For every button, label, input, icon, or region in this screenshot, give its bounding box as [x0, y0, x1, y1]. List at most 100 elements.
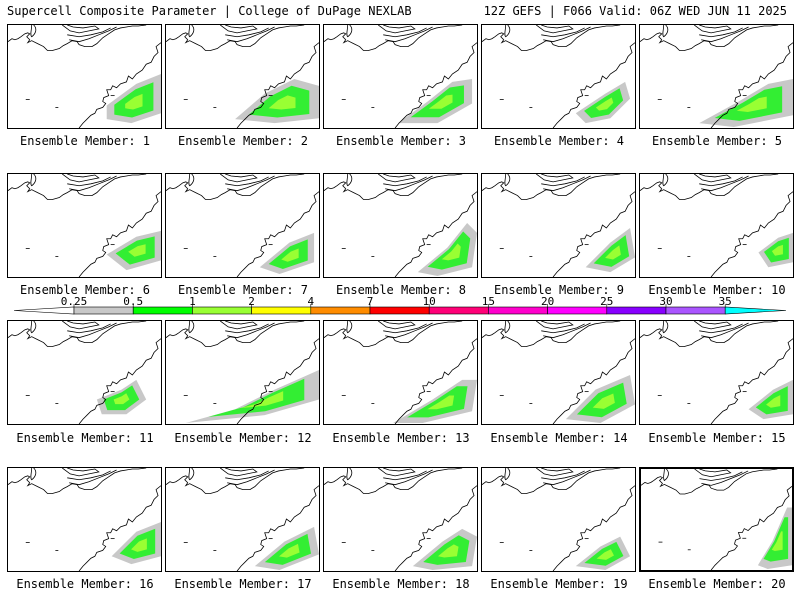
member-map-canvas — [482, 25, 635, 128]
member-label: Ensemble Member: 11 — [16, 431, 154, 445]
lake-outline — [699, 176, 743, 187]
ensemble-member-map[interactable] — [481, 173, 636, 278]
ensemble-member-map[interactable] — [639, 24, 794, 129]
lake-outline — [701, 26, 749, 43]
ensemble-member-map[interactable] — [481, 320, 636, 425]
member-map-canvas — [482, 468, 635, 571]
ensemble-member-map[interactable] — [323, 320, 478, 425]
colorbar-tick-label: 7 — [366, 295, 374, 308]
member-label: Ensemble Member: 13 — [332, 431, 470, 445]
scp-contour-fill — [125, 93, 143, 110]
lake-outline — [227, 469, 275, 486]
ensemble-member-map[interactable] — [7, 24, 162, 129]
lake-outline — [220, 25, 258, 34]
colorbar-tick-label: 15 — [481, 295, 496, 308]
lake-outline — [62, 174, 100, 183]
east-coast-outline — [78, 338, 161, 424]
lake-outline — [699, 471, 743, 481]
lake-outline — [701, 175, 749, 192]
member-map-canvas — [640, 321, 793, 424]
scp-contour-fill — [596, 549, 614, 560]
ensemble-member-map[interactable] — [7, 173, 162, 278]
lake-outline — [701, 322, 749, 339]
lake-outline — [220, 321, 258, 330]
member-label: Ensemble Member: 3 — [335, 134, 467, 148]
member-label: Ensemble Member: 14 — [490, 431, 628, 445]
shoreline-outline — [324, 25, 463, 51]
member-label: Ensemble Member: 2 — [177, 134, 309, 148]
ensemble-member-map[interactable] — [323, 24, 478, 129]
lake-outline — [188, 174, 195, 187]
member-label: Ensemble Member: 1 — [19, 134, 151, 148]
lake-outline — [220, 468, 258, 477]
scp-contour-fill — [410, 85, 464, 118]
shoreline-outline — [482, 468, 621, 494]
map-title: Supercell Composite Parameter | College … — [7, 4, 412, 18]
scp-contour-fill — [281, 248, 299, 262]
ensemble-member-map[interactable] — [7, 320, 162, 425]
ensemble-member-map[interactable] — [639, 467, 794, 572]
lake-outline — [383, 470, 427, 481]
ensemble-member-map[interactable] — [323, 467, 478, 572]
lake-outline — [227, 26, 275, 43]
ensemble-member-map[interactable] — [481, 24, 636, 129]
lake-outline — [543, 469, 591, 486]
ensemble-member-map[interactable] — [7, 467, 162, 572]
lake-outline — [62, 25, 100, 34]
lake-outline — [346, 321, 353, 334]
lake-outline — [67, 176, 111, 187]
run-valid-time: 12Z GEFS | F066 Valid: 06Z WED JUN 11 20… — [483, 4, 787, 18]
lake-outline — [536, 174, 574, 183]
ensemble-member-map[interactable] — [323, 173, 478, 278]
lake-outline — [536, 321, 574, 330]
east-coast-outline — [394, 485, 477, 571]
ensemble-member-map[interactable] — [639, 320, 794, 425]
lake-outline — [504, 468, 511, 481]
scp-contour-fill — [427, 395, 455, 410]
lake-outline — [699, 27, 743, 38]
member-label: Ensemble Member: 12 — [174, 431, 312, 445]
ensemble-member-map[interactable] — [165, 24, 320, 129]
shoreline-outline — [482, 25, 621, 51]
member-map-canvas — [324, 468, 477, 571]
colorbar-tick-label: 2 — [248, 295, 255, 308]
ensemble-member-map[interactable] — [165, 173, 320, 278]
colorbar-tick-label: 4 — [307, 295, 315, 308]
east-coast-outline — [710, 191, 793, 277]
ensemble-member-map[interactable] — [165, 467, 320, 572]
colorbar — [0, 296, 800, 322]
colorbar-tick-label: 0.5 — [123, 295, 144, 308]
scp-contour-fill — [208, 378, 305, 417]
lake-outline — [69, 175, 117, 192]
member-map-canvas — [324, 174, 477, 277]
east-coast-outline — [710, 486, 792, 570]
lake-outline — [346, 25, 353, 38]
east-coast-outline — [552, 42, 635, 128]
lake-outline — [383, 323, 427, 334]
scp-contour-fill — [771, 244, 783, 256]
scp-contour-fill — [438, 544, 459, 558]
east-coast-outline — [552, 338, 635, 424]
shoreline-outline — [640, 321, 779, 347]
lake-outline — [385, 469, 433, 486]
scp-contour-fill — [240, 391, 284, 409]
scp-contour-fill — [592, 393, 615, 409]
lake-outline — [188, 25, 195, 38]
colorbar-band — [251, 306, 312, 315]
ensemble-member-map[interactable] — [639, 173, 794, 278]
member-map-canvas — [482, 321, 635, 424]
scp-contour-fill — [428, 94, 453, 109]
scp-contour-fill — [595, 97, 614, 111]
ensemble-member-map[interactable] — [165, 320, 320, 425]
shoreline-outline — [324, 321, 463, 347]
lake-outline — [378, 321, 416, 330]
lake-outline — [385, 175, 433, 192]
member-label: Ensemble Member: 8 — [335, 283, 467, 297]
east-coast-outline — [78, 191, 161, 277]
member-label: Ensemble Member: 18 — [332, 577, 470, 591]
lake-outline — [67, 323, 111, 334]
member-label: Ensemble Member: 16 — [16, 577, 154, 591]
scp-contour-fill — [605, 245, 621, 260]
scp-contour-fill — [771, 531, 783, 552]
ensemble-member-map[interactable] — [481, 467, 636, 572]
